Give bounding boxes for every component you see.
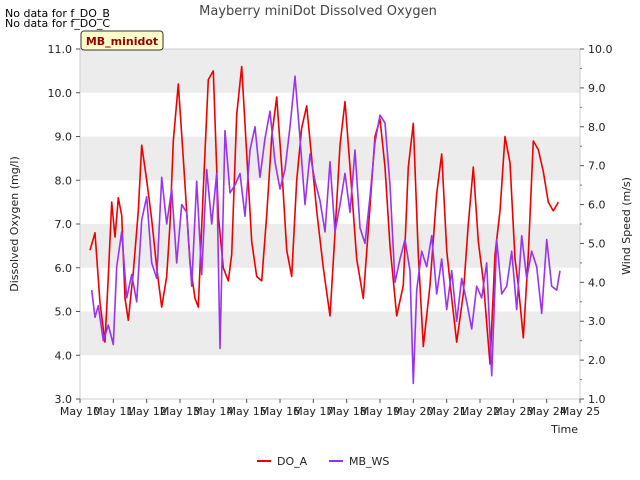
no-data-note-2: No data for f_DO_C — [5, 17, 111, 30]
x-tick-label: May 20 — [393, 405, 433, 418]
site-badge-box — [80, 30, 164, 51]
x-tick-label: May 22 — [460, 405, 500, 418]
y-tick-label: 6.0 — [55, 262, 73, 275]
y2-tick-label: 2.0 — [588, 354, 606, 367]
no-data-note-1: No data for f_DO_B — [5, 7, 110, 20]
y2-tick-label: 6.0 — [588, 199, 606, 212]
site-badge: MB_minidot — [80, 30, 164, 51]
x-tick-label: May 24 — [527, 405, 567, 418]
x-tick-label: May 14 — [193, 405, 233, 418]
series-lines — [89, 65, 561, 385]
x-tick-label: May 12 — [127, 405, 167, 418]
x-tick-label: May 18 — [327, 405, 367, 418]
y2-tick-label: 1.0 — [588, 393, 606, 406]
x-tick-label: May 11 — [93, 405, 133, 418]
y-axis-ticks: 3.0 4.0 5.0 6.0 7.0 8.0 9.0 10.0 11.0 — [48, 43, 80, 406]
y2-tick-label: 4.0 — [588, 276, 606, 289]
y2-tick-label: 7.0 — [588, 160, 606, 173]
y-tick-label: 10.0 — [48, 87, 73, 100]
x-tick-label: May 16 — [260, 405, 300, 418]
x-tick-label: May 19 — [360, 405, 400, 418]
series-line-mb-ws — [90, 75, 561, 385]
y2-tick-label: 8.0 — [588, 121, 606, 134]
y-axis-label: Dissolved Oxygen (mg/l) — [8, 156, 21, 291]
site-badge-label: MB_minidot — [86, 35, 158, 48]
grid-band — [80, 49, 580, 93]
y2-tick-label: 5.0 — [588, 237, 606, 250]
x-axis-label: Time — [550, 423, 578, 436]
series-line-do-a — [89, 65, 559, 365]
legend-label: MB_WS — [349, 455, 389, 468]
y-tick-label: 4.0 — [55, 349, 73, 362]
legend: DO_A MB_WS — [257, 455, 389, 468]
x-tick-label: May 21 — [427, 405, 467, 418]
x-tick-label: May 23 — [493, 405, 533, 418]
x-tick-label: May 13 — [160, 405, 200, 418]
grid-band — [80, 311, 580, 356]
y2-axis-ticks: 1.0 2.0 3.0 4.0 5.0 6.0 7.0 8.0 9.0 10.0 — [580, 43, 613, 406]
y-tick-label: 11.0 — [48, 43, 73, 56]
x-tick-label: May 17 — [293, 405, 333, 418]
y-tick-label: 3.0 — [55, 393, 73, 406]
y-tick-label: 7.0 — [55, 218, 73, 231]
y-tick-label: 8.0 — [55, 174, 73, 187]
y-tick-label: 9.0 — [55, 131, 73, 144]
chart-title: Mayberry miniDot Dissolved Oxygen — [199, 4, 437, 19]
y2-tick-label: 9.0 — [588, 82, 606, 95]
y2-tick-label: 10.0 — [588, 43, 613, 56]
x-tick-label: May 15 — [227, 405, 267, 418]
y2-axis-label: Wind Speed (m/s) — [620, 177, 633, 275]
legend-label: DO_A — [277, 455, 308, 468]
y-tick-label: 5.0 — [55, 306, 73, 319]
x-tick-label: May 10 — [60, 405, 100, 418]
x-tick-label: May 25 — [560, 405, 600, 418]
y2-tick-label: 3.0 — [588, 315, 606, 328]
